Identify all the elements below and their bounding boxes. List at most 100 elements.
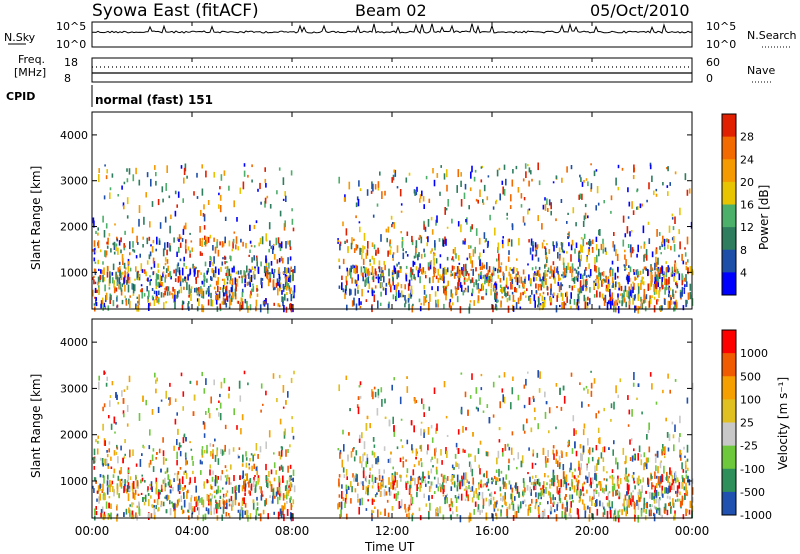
heatmap-cell: [510, 484, 512, 490]
heatmap-cell: [469, 395, 472, 399]
velocity-y-axis-label: Slant Range [km]: [29, 374, 43, 478]
heatmap-cell: [231, 248, 234, 252]
heatmap-cell: [477, 494, 480, 501]
heatmap-cell: [595, 445, 598, 451]
heatmap-cell: [278, 271, 281, 280]
heatmap-cell: [460, 493, 463, 501]
heatmap-cell: [108, 448, 110, 453]
heatmap-cell: [423, 284, 425, 290]
heatmap-cell: [395, 292, 398, 300]
heatmap-cell: [94, 458, 97, 462]
heatmap-cell: [453, 474, 455, 478]
heatmap-cell: [432, 276, 434, 283]
heatmap-cell: [174, 300, 176, 309]
heatmap-cell: [584, 212, 587, 219]
heatmap-cell: [681, 495, 684, 500]
heatmap-cell: [458, 463, 460, 470]
heatmap-cell: [555, 241, 558, 248]
heatmap-cell: [183, 167, 186, 175]
heatmap-cell: [640, 459, 643, 466]
heatmap-cell: [570, 305, 572, 310]
heatmap-cell: [546, 198, 548, 205]
heatmap-cell: [382, 286, 385, 290]
heatmap-cell: [257, 454, 259, 459]
heatmap-cell: [508, 250, 510, 255]
heatmap-cell: [502, 186, 504, 195]
heatmap-cell: [610, 195, 613, 201]
heatmap-cell: [659, 462, 662, 469]
heatmap-cell: [216, 239, 219, 243]
heatmap-cell: [533, 407, 536, 413]
heatmap-cell: [628, 265, 630, 268]
heatmap-cell: [99, 457, 102, 461]
heatmap-cell: [238, 276, 241, 279]
heatmap-cell: [452, 511, 454, 515]
heatmap-cell: [105, 459, 108, 464]
heatmap-cell: [605, 485, 607, 492]
heatmap-cell: [226, 490, 229, 493]
heatmap-cell: [654, 453, 657, 457]
heatmap-cell: [406, 386, 409, 393]
heatmap-cell: [392, 416, 394, 424]
heatmap-cell: [482, 249, 485, 253]
heatmap-cell: [433, 271, 435, 278]
heatmap-cell: [267, 306, 269, 314]
heatmap-cell: [640, 510, 643, 517]
heatmap-cell: [576, 484, 579, 487]
heatmap-cell: [639, 479, 642, 484]
heatmap-cell: [284, 428, 286, 436]
heatmap-cell: [280, 256, 283, 262]
heatmap-cell: [159, 281, 162, 285]
heatmap-cell: [274, 495, 276, 499]
heatmap-cell: [603, 299, 606, 306]
heatmap-cell: [141, 453, 143, 456]
heatmap-cell: [662, 182, 664, 186]
heatmap-cell: [282, 257, 284, 264]
heatmap-cell: [242, 241, 244, 247]
heatmap-cell: [259, 237, 262, 245]
heatmap-cell: [628, 272, 630, 279]
heatmap-cell: [681, 279, 684, 286]
heatmap-cell: [240, 270, 242, 275]
heatmap-cell: [681, 290, 683, 297]
heatmap-cell: [405, 177, 408, 183]
heatmap-cell: [565, 480, 568, 489]
heatmap-cell: [378, 489, 380, 492]
heatmap-cell: [402, 252, 405, 260]
heatmap-cell: [164, 262, 167, 266]
heatmap-cell: [203, 241, 206, 246]
heatmap-cell: [151, 454, 154, 461]
heatmap-cell: [353, 456, 356, 462]
heatmap-cell: [284, 502, 286, 510]
heatmap-cell: [228, 289, 231, 294]
heatmap-cell: [243, 270, 245, 278]
heatmap-cell: [430, 424, 433, 429]
heatmap-cell: [235, 236, 238, 244]
heatmap-cell: [469, 303, 471, 310]
heatmap-cell: [501, 286, 504, 293]
heatmap-cell: [269, 480, 271, 483]
heatmap-cell: [654, 249, 657, 255]
heatmap-cell: [132, 487, 134, 494]
heatmap-cell: [289, 274, 292, 283]
heatmap-cell: [542, 447, 545, 455]
heatmap-cell: [578, 463, 580, 471]
heatmap-cell: [573, 485, 576, 493]
heatmap-cell: [662, 235, 664, 240]
heatmap-cell: [187, 509, 189, 513]
heatmap-cell: [362, 485, 364, 490]
heatmap-cell: [155, 379, 157, 384]
heatmap-cell: [166, 467, 169, 473]
heatmap-cell: [539, 273, 541, 278]
heatmap-cell: [106, 454, 109, 458]
heatmap-cell: [233, 231, 236, 234]
heatmap-cell: [275, 491, 278, 497]
heatmap-cell: [634, 485, 636, 490]
heatmap-cell: [497, 269, 499, 274]
heatmap-cell: [557, 490, 560, 495]
heatmap-cell: [285, 400, 287, 405]
heatmap-cell: [350, 265, 352, 273]
heatmap-cell: [416, 484, 418, 491]
heatmap-cell: [222, 292, 225, 297]
heatmap-cell: [213, 379, 215, 386]
